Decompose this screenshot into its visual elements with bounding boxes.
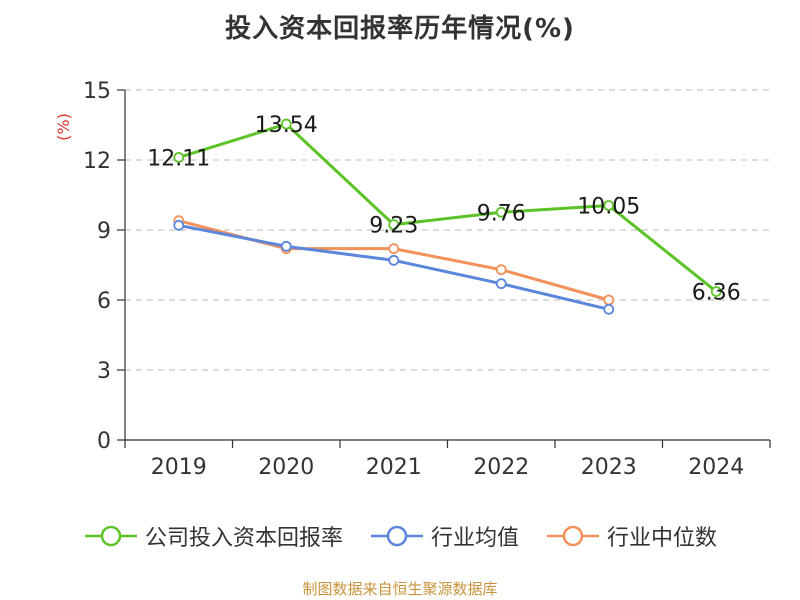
grid-lines (125, 89, 770, 371)
data-point (280, 118, 292, 130)
x-tick-label: 2024 (688, 455, 744, 480)
series-lines (173, 118, 722, 315)
data-point (603, 294, 615, 306)
chart-title: 投入资本回报率历年情况(%) (225, 14, 575, 44)
legend-line-marker-icon (370, 525, 423, 547)
y-tick-label: 9 (97, 219, 111, 244)
legend: 公司投入资本回报率 行业均值 行业中位数 (0, 520, 800, 552)
y-tick-label: 15 (83, 79, 111, 104)
legend-line-marker-icon (547, 525, 599, 547)
legend-label: 行业均值 (430, 526, 519, 551)
data-point (495, 278, 507, 290)
data-label: 9.23 (369, 214, 418, 239)
data-label: 13.54 (255, 113, 318, 138)
y-tick-label: 12 (83, 149, 111, 174)
data-point (388, 243, 400, 255)
data-point (280, 240, 292, 252)
x-tick-label: 2019 (151, 455, 207, 480)
data-point (603, 200, 615, 211)
y-tick-label: 6 (97, 289, 111, 314)
data-label: 6.36 (692, 281, 741, 306)
x-tick-label: 2023 (581, 455, 637, 480)
legend-item-industry-median[interactable]: 行业中位数 (545, 520, 717, 552)
legend-item-industry-mean[interactable]: 行业均值 (369, 520, 519, 552)
series-line (178, 122, 718, 293)
data-point (388, 219, 400, 231)
legend-item-company[interactable]: 公司投入资本回报率 (83, 520, 343, 552)
data-point (495, 264, 507, 276)
data-point (710, 286, 722, 298)
data-label: 12.11 (147, 146, 210, 171)
data-label: 9.76 (477, 201, 526, 226)
data-point (173, 152, 185, 163)
legend-label: 公司投入资本回报率 (144, 526, 343, 551)
legend-label: 行业中位数 (607, 526, 718, 551)
data-point (388, 254, 400, 266)
source-note: 制图数据来自恒生聚源数据库 (302, 580, 498, 598)
data-point (603, 303, 615, 315)
legend-line-marker-icon (84, 525, 137, 547)
axes: 0 3 6 9 12 15 2019 2020 2021 2022 2023 2024 (83, 79, 771, 480)
y-tick-label: 0 (97, 429, 111, 454)
data-label: 10.05 (577, 195, 640, 220)
data-point (495, 206, 507, 218)
y-axis-label: (%) (54, 113, 73, 141)
data-point (173, 219, 185, 231)
y-tick-label: 3 (97, 359, 111, 384)
data-labels: 12.11 13.54 9.23 9.76 10.05 6.36 (147, 113, 740, 306)
x-tick-label: 2020 (258, 455, 314, 480)
x-tick-label: 2022 (473, 455, 529, 480)
x-tick-label: 2021 (366, 455, 422, 480)
